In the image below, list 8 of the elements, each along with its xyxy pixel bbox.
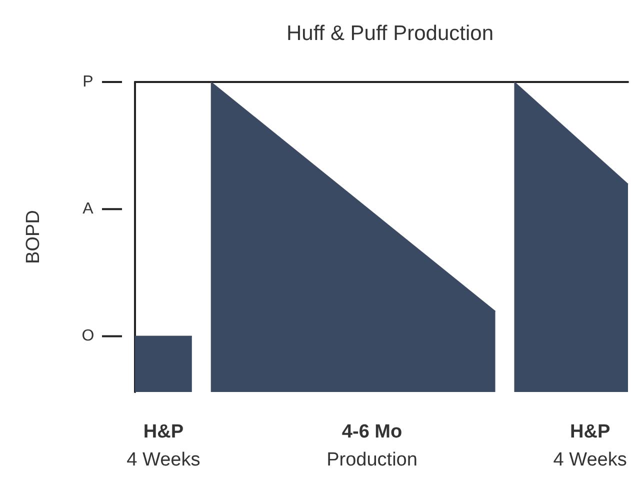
x-tick-label: 4-6 Mo Production	[326, 422, 418, 470]
x-tick-label: H&P 4 Weeks	[126, 422, 200, 470]
ref-line-label: A	[82, 200, 94, 218]
x-tick-label: H&P 4 Weeks	[553, 422, 627, 470]
ref-line-label: P	[82, 74, 94, 90]
y-axis-title: BOPD	[23, 210, 44, 264]
ref-line-label: O	[82, 328, 94, 345]
chart-title: Huff & Puff Production	[286, 22, 494, 45]
